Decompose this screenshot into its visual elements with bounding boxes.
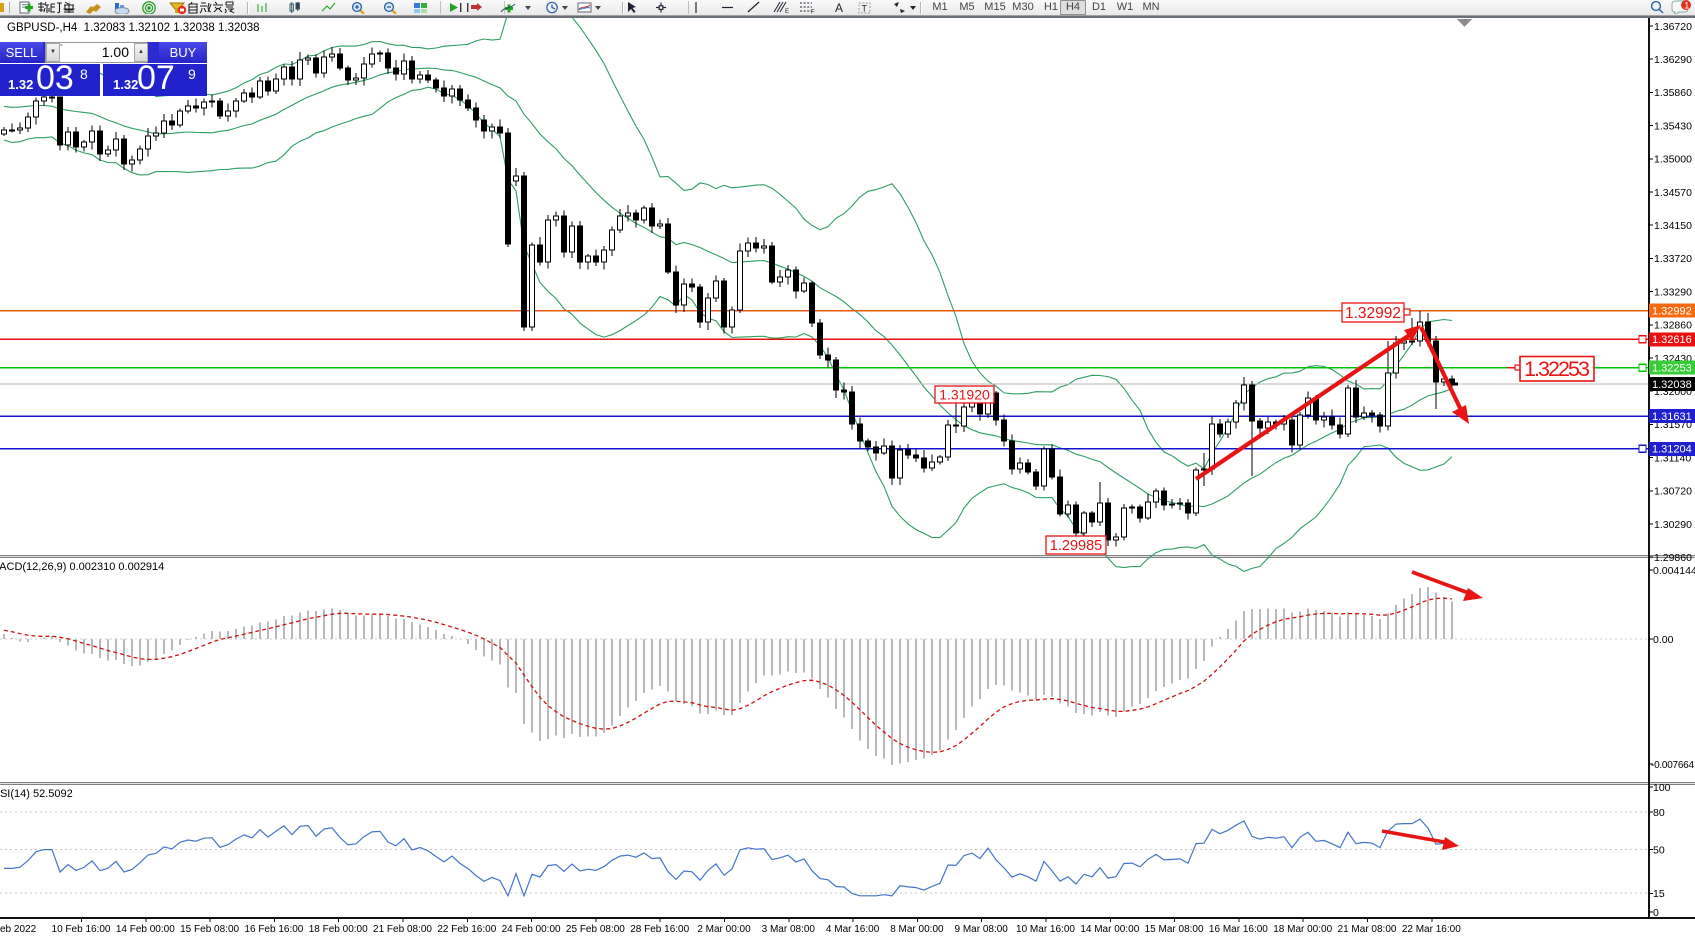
svg-text:1.32992: 1.32992 — [1345, 305, 1401, 322]
svg-text:14 Mar 00:00: 14 Mar 00:00 — [1080, 924, 1139, 935]
svg-text:0.00: 0.00 — [1653, 634, 1674, 646]
svg-text:1.33290: 1.33290 — [1654, 286, 1692, 298]
svg-text:10 Feb 16:00: 10 Feb 16:00 — [52, 924, 111, 935]
svg-text:1.35860: 1.35860 — [1654, 87, 1692, 99]
svg-text:10 Mar 16:00: 10 Mar 16:00 — [1016, 924, 1075, 935]
svg-text:A: A — [835, 1, 843, 14]
svg-text:18 Mar 00:00: 18 Mar 00:00 — [1273, 924, 1332, 935]
svg-text:22 Feb 16:00: 22 Feb 16:00 — [437, 924, 496, 935]
svg-text:T: T — [862, 4, 868, 14]
svg-text:18 Feb 00:00: 18 Feb 00:00 — [309, 924, 368, 935]
svg-text:15 Mar 08:00: 15 Mar 08:00 — [1145, 924, 1204, 935]
svg-text:RSI(14) 52.5092: RSI(14) 52.5092 — [0, 788, 73, 800]
svg-text:50: 50 — [1653, 844, 1665, 856]
svg-text:1.35000: 1.35000 — [1654, 154, 1692, 166]
svg-text:9 Mar 08:00: 9 Mar 08:00 — [955, 924, 1009, 935]
svg-text:24 Feb 00:00: 24 Feb 00:00 — [502, 924, 561, 935]
svg-text:1.32253: 1.32253 — [1652, 362, 1692, 374]
svg-text:1.36290: 1.36290 — [1654, 54, 1692, 66]
svg-text:28 Feb 16:00: 28 Feb 16:00 — [630, 924, 689, 935]
svg-text:0: 0 — [1653, 907, 1659, 919]
svg-text:15 Feb 08:00: 15 Feb 08:00 — [180, 924, 239, 935]
svg-text:1: 1 — [1684, 0, 1689, 10]
svg-text:8 Mar 00:00: 8 Mar 00:00 — [890, 924, 944, 935]
svg-text:14 Feb 00:00: 14 Feb 00:00 — [116, 924, 175, 935]
svg-text:1.32253: 1.32253 — [1524, 357, 1590, 381]
svg-text:1.31204: 1.31204 — [1652, 444, 1692, 456]
svg-text:1.29860: 1.29860 — [1654, 552, 1692, 564]
svg-text:GBPUSD-,H4 1.32083 1.32102 1.: GBPUSD-,H4 1.32083 1.32102 1.32038 1.320… — [7, 22, 260, 34]
svg-text:16 Feb 16:00: 16 Feb 16:00 — [244, 924, 303, 935]
svg-text:2 Mar 00:00: 2 Mar 00:00 — [697, 924, 751, 935]
svg-text:0.004144: 0.004144 — [1653, 565, 1695, 577]
svg-text:F: F — [811, 10, 815, 15]
svg-text:1.34570: 1.34570 — [1654, 187, 1692, 199]
svg-text:1.32992: 1.32992 — [1652, 305, 1692, 317]
svg-text:21 Feb 08:00: 21 Feb 08:00 — [373, 924, 432, 935]
svg-text:1.32616: 1.32616 — [1652, 334, 1692, 346]
svg-text:4 Mar 16:00: 4 Mar 16:00 — [826, 924, 880, 935]
svg-text:1.30720: 1.30720 — [1654, 486, 1692, 498]
svg-text:3 Mar 08:00: 3 Mar 08:00 — [762, 924, 816, 935]
svg-text:1.36720: 1.36720 — [1654, 21, 1692, 33]
svg-text:1.32038: 1.32038 — [1652, 379, 1692, 391]
svg-text:MACD(12,26,9) 0.002310 0.00291: MACD(12,26,9) 0.002310 0.002914 — [0, 561, 164, 573]
svg-text:1.32860: 1.32860 — [1654, 320, 1692, 332]
svg-text:E: E — [785, 9, 789, 14]
svg-text:16 Mar 16:00: 16 Mar 16:00 — [1209, 924, 1268, 935]
svg-text:1.29985: 1.29985 — [1050, 538, 1102, 554]
svg-text:1.34150: 1.34150 — [1654, 220, 1692, 232]
svg-text:1.31920: 1.31920 — [939, 387, 990, 403]
svg-text:22 Mar 16:00: 22 Mar 16:00 — [1402, 924, 1461, 935]
svg-text:25 Feb 08:00: 25 Feb 08:00 — [566, 924, 625, 935]
svg-text:80: 80 — [1653, 807, 1665, 819]
svg-text:1.31631: 1.31631 — [1652, 411, 1692, 423]
svg-text:1.33720: 1.33720 — [1654, 253, 1692, 265]
svg-text:1.35430: 1.35430 — [1654, 120, 1692, 132]
svg-text:eb 2022: eb 2022 — [0, 924, 37, 935]
svg-text:100: 100 — [1653, 782, 1671, 794]
svg-text:-0.007664: -0.007664 — [1651, 760, 1694, 771]
svg-text:21 Mar 08:00: 21 Mar 08:00 — [1338, 924, 1397, 935]
svg-text:15: 15 — [1653, 888, 1665, 900]
svg-text:1.30290: 1.30290 — [1654, 519, 1692, 531]
